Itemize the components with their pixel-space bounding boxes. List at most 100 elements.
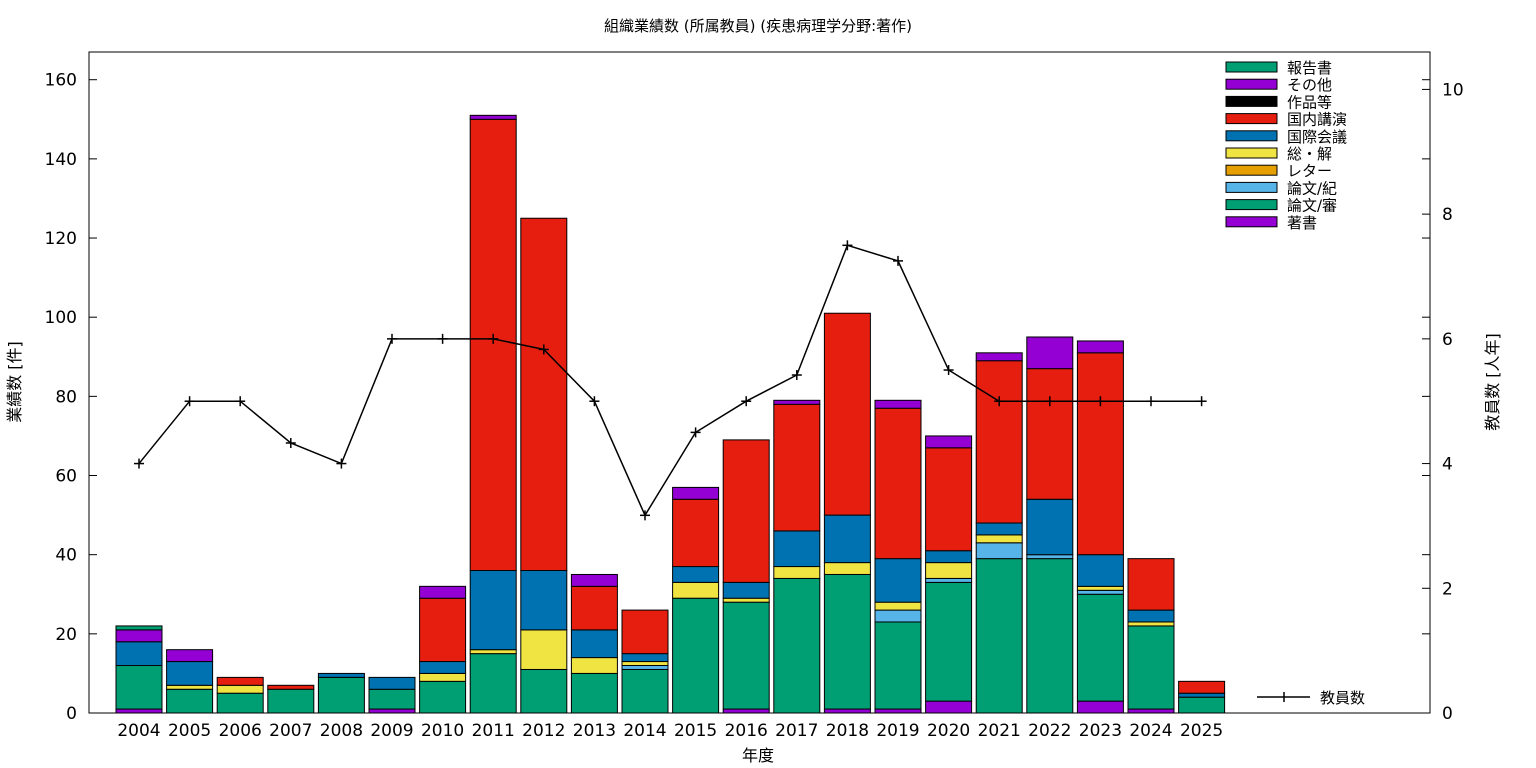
bar-segment: [722, 581, 770, 599]
bar-segment: [925, 447, 973, 552]
bar-segment: [216, 684, 264, 694]
bar-segment: [368, 676, 416, 690]
bar-segment: [115, 641, 163, 667]
legend-label: 論文/審: [1287, 197, 1337, 215]
bar-segment: [823, 708, 871, 714]
y-tick-label: 60: [55, 467, 77, 487]
x-tick-label: 2016: [725, 721, 768, 741]
bar-segment: [1127, 558, 1175, 611]
legend-swatch: [1225, 199, 1278, 211]
y-tick-label: 160: [45, 71, 77, 91]
x-tick-label: 2007: [269, 721, 312, 741]
bar-segment: [773, 577, 821, 714]
line-point: [488, 333, 499, 344]
x-tick-label: 2024: [1129, 721, 1172, 741]
legend-swatch: [1225, 164, 1278, 176]
bar-segment: [267, 688, 315, 714]
x-tick-label: 2023: [1079, 721, 1122, 741]
bar-segment: [419, 585, 467, 599]
legend-label: レター: [1287, 162, 1332, 180]
y-axis-label: 業績数 [件]: [5, 341, 24, 423]
bar-segment: [166, 649, 214, 663]
x-tick-label: 2010: [421, 721, 464, 741]
y-tick-label: 80: [55, 387, 77, 407]
x-tick-label: 2012: [522, 721, 565, 741]
line-point: [387, 333, 397, 344]
bar-segment: [216, 692, 264, 714]
bar-segment: [267, 684, 315, 690]
legend-swatch: [1225, 147, 1278, 159]
y2-tick-label: 4: [1442, 455, 1453, 475]
bar-segment: [1178, 696, 1226, 714]
y2-tick-label: 6: [1442, 330, 1453, 350]
bar-segment: [317, 676, 365, 714]
bar-segment: [166, 661, 214, 686]
bar-segment: [773, 399, 821, 405]
bar-segment: [925, 550, 973, 564]
x-tick-label: 2025: [1180, 721, 1223, 741]
line-point: [893, 255, 903, 266]
bar-segment: [1076, 352, 1124, 556]
x-tick-label: 2017: [775, 721, 818, 741]
legend-label: 著書: [1287, 214, 1317, 232]
bar-segment: [570, 573, 618, 587]
x-tick-label: 2019: [876, 721, 919, 741]
line-point: [1095, 396, 1106, 407]
bar-segment: [975, 522, 1023, 536]
line-point: [842, 240, 853, 251]
bar-segment: [722, 601, 770, 710]
bar-segment: [823, 514, 871, 564]
line-point: [943, 365, 954, 376]
line-point: [1044, 396, 1055, 407]
bar-segment: [166, 684, 214, 690]
bar-segment: [1076, 340, 1124, 354]
line-point: [285, 437, 296, 448]
legend-label: 作品等: [1287, 93, 1332, 111]
bar-segment: [925, 577, 973, 583]
y2-tick-label: 10: [1442, 80, 1464, 100]
line-point: [589, 396, 600, 407]
bar-segment: [621, 665, 669, 670]
bar-segment: [722, 708, 770, 714]
bar-segment: [874, 609, 922, 623]
bar-segment: [621, 653, 669, 663]
x-tick-label: 2011: [472, 721, 515, 741]
bar-segment: [621, 661, 669, 667]
x-tick-label: 2013: [573, 721, 616, 741]
bar-segment: [672, 581, 720, 599]
bar-segment: [1076, 554, 1124, 587]
bar-segment: [874, 708, 922, 714]
bar-segment: [166, 688, 214, 714]
bar-segment: [469, 114, 517, 120]
x-tick-label: 2008: [320, 721, 363, 741]
bar-segment: [975, 352, 1023, 362]
bar-segment: [570, 629, 618, 659]
bar-segment: [874, 558, 922, 603]
line-point: [690, 427, 701, 438]
bar-segment: [520, 629, 568, 670]
x-tick-label: 2020: [927, 721, 970, 741]
x-tick-label: 2009: [370, 721, 413, 741]
bar-segment: [368, 688, 416, 710]
line-point: [235, 396, 246, 407]
y2-tick-label: 8: [1442, 205, 1453, 225]
bar-segment: [823, 312, 871, 516]
bar-segment: [368, 708, 416, 714]
y2-tick-label: 0: [1442, 704, 1453, 724]
x-tick-label: 2018: [826, 721, 869, 741]
bar-segment: [975, 360, 1023, 524]
bar-segment: [773, 403, 821, 532]
bar-segment: [1026, 368, 1074, 500]
bar-segment: [672, 498, 720, 568]
bar-segment: [672, 597, 720, 714]
y-tick-label: 100: [45, 308, 77, 328]
bar-segment: [1127, 621, 1175, 627]
bar-segment: [925, 581, 973, 702]
bar-segment: [419, 597, 467, 663]
bar-segment: [925, 700, 973, 714]
chart-title: 組織業績数 (所属教員) (疾患病理学分野:著作): [604, 17, 912, 35]
legend-swatch: [1225, 181, 1278, 193]
y-tick-label: 40: [55, 546, 77, 566]
bar-segment: [469, 653, 517, 714]
